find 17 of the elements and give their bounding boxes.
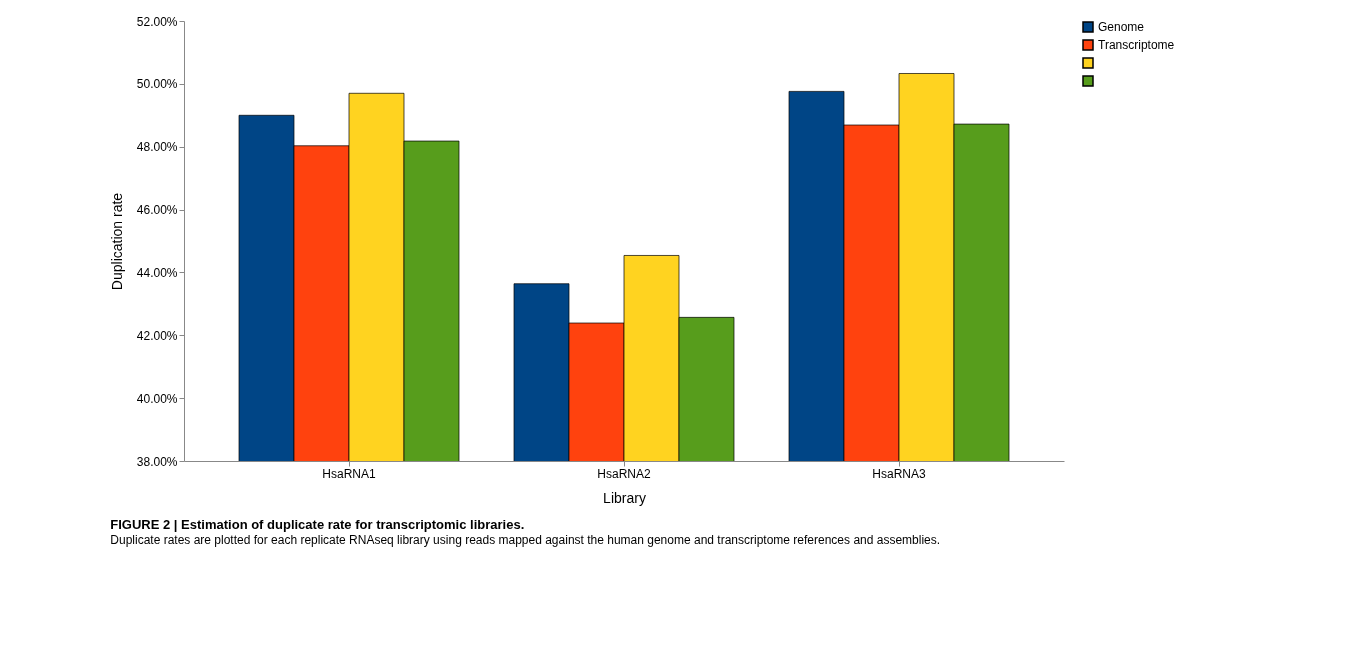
- y-tick-label: 44.00%: [136, 265, 178, 280]
- y-tick-label: 42.00%: [136, 328, 178, 343]
- y-tick-label: 52.00%: [136, 14, 178, 29]
- x-tick-label: HsaRNA3: [872, 466, 926, 481]
- text: Duplicate rates are plotted for each replicate RNAseq library using reads mapped against the human genome and transcriptome references and assemblies.: [110, 533, 941, 547]
- y-tick-label: 40.00%: [136, 391, 178, 406]
- x-tick-label: HsaRNA1: [322, 466, 376, 481]
- x-axis-title: Library: [603, 489, 646, 506]
- y-tick-label: 48.00%: [136, 140, 178, 155]
- y-tick-label: 46.00%: [136, 203, 178, 218]
- y-tick-label: 50.00%: [136, 77, 178, 92]
- legend-label: Genome: [1098, 20, 1145, 34]
- x-tick-label: HsaRNA2: [597, 466, 651, 481]
- legend-label: Transcriptome: [1098, 38, 1175, 52]
- y-tick-label: 38.00%: [136, 454, 178, 469]
- y-axis-title: Duplication rate: [108, 192, 125, 291]
- text: FIGURE 2 | Estimation of duplicate rate for transcriptomic libraries.: [110, 517, 525, 532]
